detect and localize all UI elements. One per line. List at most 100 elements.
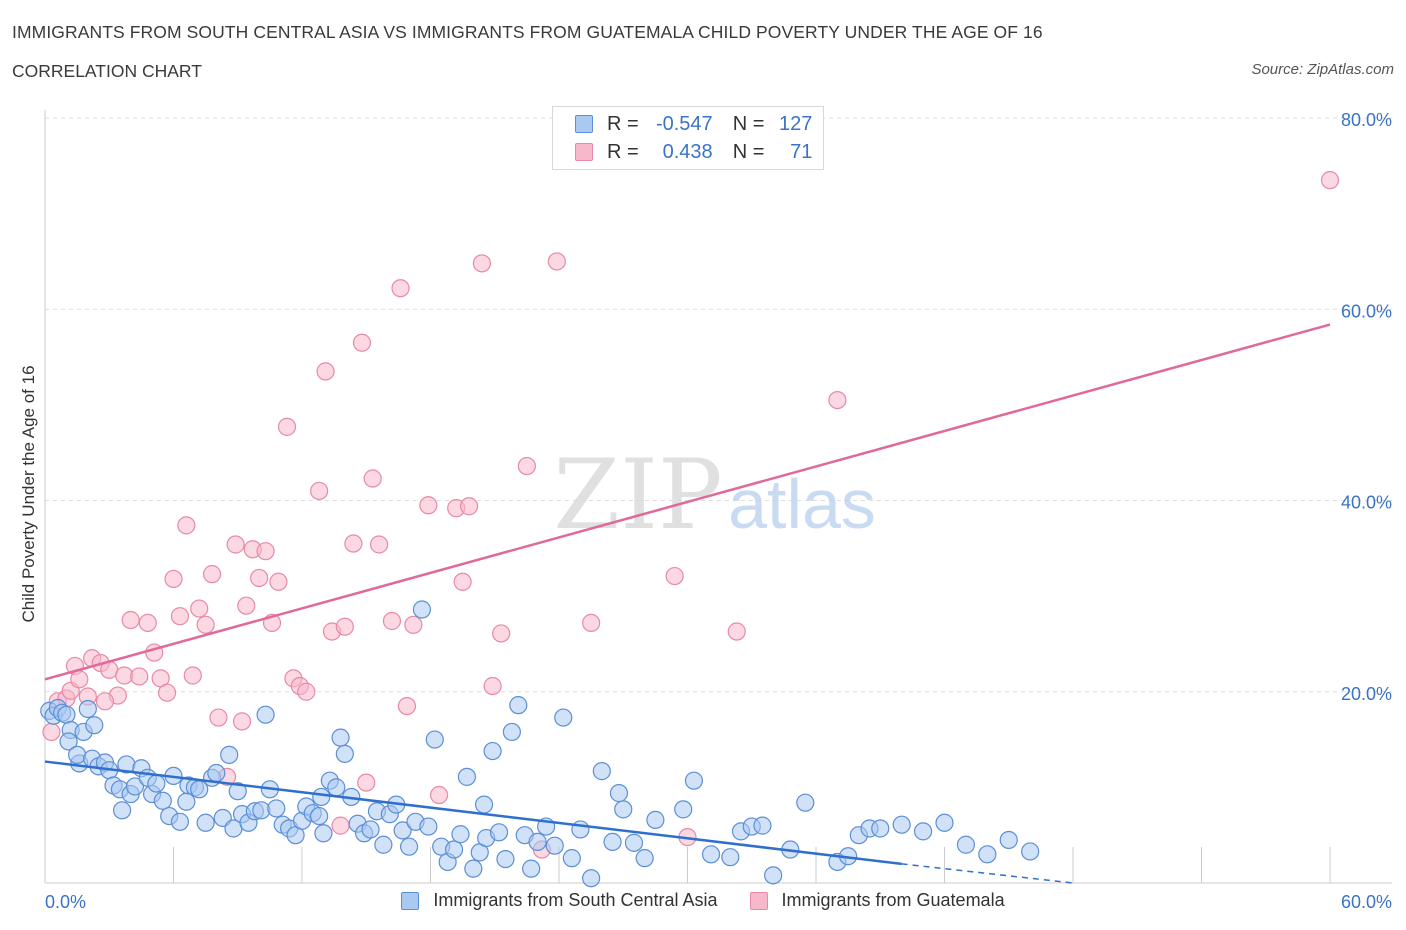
data-point-guatemala [250, 568, 269, 588]
data-point-guatemala [121, 610, 140, 630]
data-point-guatemala [391, 279, 410, 298]
data-point-guatemala [472, 254, 491, 273]
pink-swatch [575, 143, 593, 161]
data-point-south-central-asia [978, 845, 997, 864]
data-point-south-central-asia [935, 813, 954, 832]
data-point-south-central-asia [444, 840, 464, 859]
data-point-south-central-asia [228, 782, 247, 801]
data-point-south-central-asia [562, 849, 581, 868]
data-point-guatemala [177, 516, 196, 535]
data-point-south-central-asia [256, 705, 275, 724]
data-point-south-central-asia [892, 815, 911, 834]
data-point-guatemala [1320, 171, 1340, 190]
data-point-south-central-asia [483, 741, 502, 761]
legend-label: Immigrants from Guatemala [781, 890, 1005, 910]
chart-subtitle: CORRELATION CHART [12, 61, 202, 81]
data-point-guatemala [157, 683, 177, 702]
data-point-guatemala [370, 535, 389, 554]
data-point-guatemala [404, 615, 423, 634]
data-point-south-central-asia [674, 800, 693, 819]
data-point-guatemala [352, 333, 372, 352]
data-point-south-central-asia [68, 745, 87, 764]
data-point-south-central-asia [112, 801, 132, 820]
data-point-guatemala [297, 682, 316, 701]
data-point-guatemala [397, 696, 417, 716]
data-point-south-central-asia [393, 821, 412, 840]
y-tick-label: 80.0% [1341, 110, 1392, 130]
legend-item-south-central-asia[interactable]: Immigrants from South Central Asia [401, 890, 718, 911]
data-point-guatemala [196, 615, 215, 634]
data-point-south-central-asia [913, 822, 933, 841]
r-value: 0.438 [662, 140, 713, 163]
data-point-guatemala [316, 362, 335, 381]
data-point-guatemala [138, 613, 157, 633]
data-point-south-central-asia [57, 705, 76, 724]
data-point-south-central-asia [314, 824, 333, 843]
r-value: -0.547 [655, 112, 713, 135]
stats-legend-box: R = -0.547 N = 127 R = 0.438 N = 71 [552, 106, 824, 170]
data-point-south-central-asia [1021, 842, 1040, 861]
data-point-south-central-asia [522, 859, 541, 878]
watermark-atlas: atlas [728, 465, 876, 543]
trend-line-extension [901, 863, 1074, 884]
data-point-south-central-asia [489, 823, 509, 842]
data-point-south-central-asia [496, 849, 515, 869]
data-point-guatemala [209, 708, 228, 727]
series-guatemala-points [42, 171, 1340, 859]
data-point-south-central-asia [425, 730, 444, 749]
data-point-south-central-asia [374, 835, 393, 854]
r-label: R = [607, 140, 639, 163]
data-point-south-central-asia [312, 787, 331, 807]
data-point-guatemala [665, 566, 684, 586]
data-point-south-central-asia [361, 820, 380, 839]
data-point-south-central-asia [153, 791, 172, 810]
data-point-south-central-asia [764, 866, 783, 885]
data-point-south-central-asia [147, 774, 166, 793]
y-tick-label: 40.0% [1341, 493, 1392, 513]
data-point-south-central-asia [78, 699, 97, 719]
series-south-central-asia-points [40, 600, 1040, 888]
data-point-south-central-asia [220, 745, 239, 764]
legend-item-guatemala[interactable]: Immigrants from Guatemala [749, 890, 1005, 911]
chart-title: IMMIGRANTS FROM SOUTH CENTRAL ASIA VS IM… [12, 22, 1043, 42]
data-point-south-central-asia [753, 816, 772, 835]
n-label: N = [732, 140, 765, 163]
data-point-south-central-asia [85, 716, 104, 735]
data-point-guatemala [727, 622, 746, 641]
data-point-guatemala [269, 572, 288, 591]
data-point-guatemala [95, 692, 115, 711]
data-point-guatemala [344, 534, 363, 553]
data-point-guatemala [310, 481, 329, 501]
trend-line-south-central-asia [44, 760, 902, 866]
watermark-zip: ZIP [553, 439, 722, 551]
data-point-south-central-asia [684, 771, 704, 790]
data-point-guatemala [256, 542, 275, 561]
data-point-guatemala [237, 596, 256, 615]
legend-swatch-pink [749, 891, 768, 910]
x-tick-label: 0.0% [45, 892, 86, 912]
data-point-guatemala [277, 417, 297, 436]
data-point-guatemala [459, 497, 479, 516]
r-label: R = [607, 112, 639, 135]
data-point-south-central-asia [412, 600, 432, 619]
data-point-south-central-asia [646, 810, 665, 829]
data-point-south-central-asia [399, 837, 419, 856]
data-point-south-central-asia [310, 806, 329, 826]
data-point-south-central-asia [701, 845, 721, 864]
data-point-south-central-asia [451, 825, 470, 844]
data-point-south-central-asia [252, 801, 271, 820]
data-point-south-central-asia [170, 812, 190, 831]
data-point-guatemala [582, 613, 601, 633]
data-point-guatemala [164, 569, 183, 589]
data-point-south-central-asia [528, 832, 547, 851]
data-point-guatemala [429, 785, 449, 805]
data-point-south-central-asia [956, 835, 976, 854]
data-point-south-central-asia [502, 722, 521, 742]
blue-swatch [575, 115, 593, 133]
data-point-guatemala [42, 722, 61, 742]
y-axis-label: Child Poverty Under the Age of 16 [19, 365, 38, 622]
data-point-south-central-asia [545, 836, 564, 855]
data-point-south-central-asia [624, 833, 644, 852]
data-point-guatemala [232, 712, 252, 731]
n-value: 71 [790, 140, 813, 163]
